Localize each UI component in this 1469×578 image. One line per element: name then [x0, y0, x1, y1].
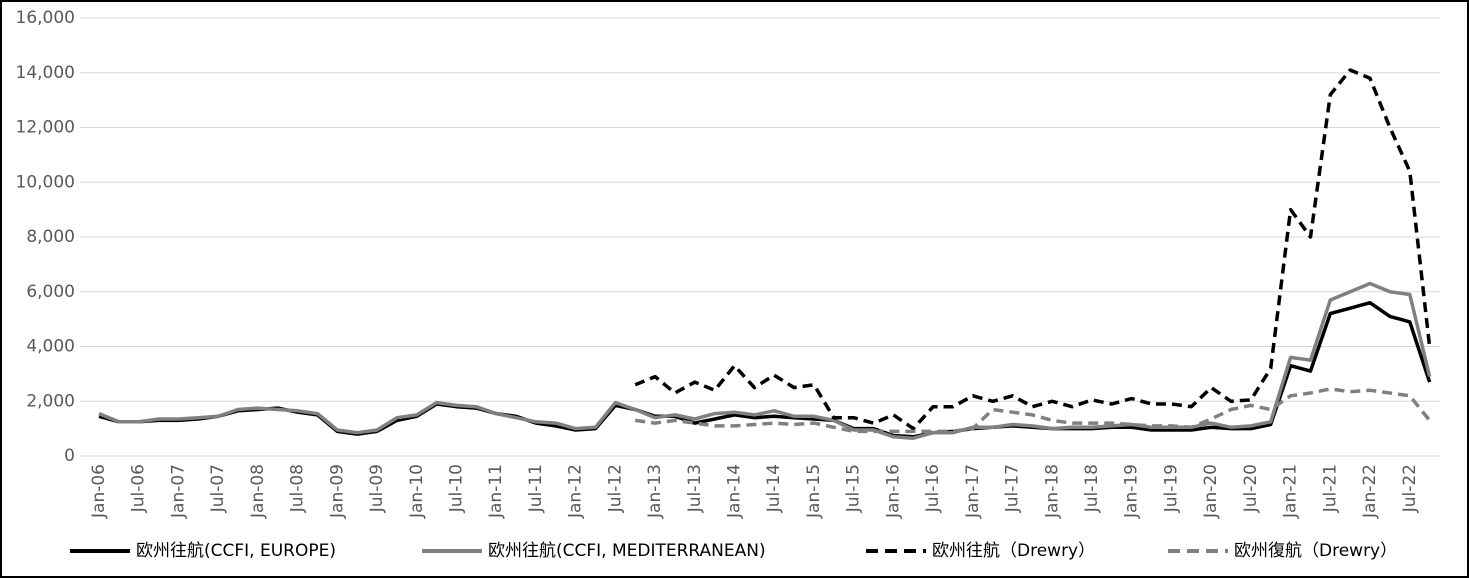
- series-line: [634, 68, 1432, 431]
- x-tick-label: Jan-12: [566, 464, 586, 519]
- legend-label: 欧州往航（Drewry）: [932, 541, 1095, 561]
- x-tick-label: Jul-06: [129, 464, 149, 513]
- legend: 欧州往航(CCFI, EUROPE) 欧州往航(CCFI, MEDITERRANE…: [70, 541, 1397, 561]
- x-tick-label: Jan-19: [1122, 464, 1142, 519]
- series-line: [634, 387, 1431, 434]
- x-tick-label: Jul-17: [1003, 464, 1023, 513]
- x-tick-label: Jan-09: [327, 464, 347, 519]
- x-tick-label: Jul-13: [685, 464, 705, 513]
- x-tick-label: Jan-14: [725, 464, 745, 519]
- x-tick-label: Jul-15: [844, 464, 864, 513]
- x-tick-label: Jul-22: [1400, 464, 1420, 513]
- x-tick-label: Jan-21: [1281, 464, 1301, 519]
- x-tick-label: Jul-16: [923, 464, 943, 513]
- x-tick-label: Jul-19: [1161, 464, 1181, 513]
- legend-label: 欧州往航(CCFI, EUROPE): [136, 541, 336, 561]
- x-tick-label: Jul-09: [367, 464, 387, 513]
- y-tick-label: 16,000: [16, 8, 75, 28]
- y-tick-label: 12,000: [16, 118, 75, 138]
- y-tick-label: 10,000: [16, 172, 75, 192]
- y-tick-label: 4,000: [26, 337, 75, 357]
- legend-label: 欧州往航(CCFI, MEDITERRANEAN): [488, 541, 766, 561]
- x-tick-label: Jul-07: [208, 464, 228, 513]
- x-tick-label: Jul-11: [526, 464, 546, 513]
- x-tick-label: Jan-20: [1201, 464, 1221, 519]
- x-tick-label: Jan-16: [883, 464, 903, 519]
- x-tick-label: Jan-18: [1042, 464, 1062, 519]
- x-tick-label: Jul-21: [1320, 464, 1340, 513]
- x-tick-label: Jan-08: [248, 464, 268, 519]
- x-tick-label: Jan-17: [963, 464, 983, 519]
- x-tick-label: Jul-14: [764, 464, 784, 513]
- y-tick-label: 14,000: [16, 63, 75, 83]
- series-line: [98, 281, 1432, 440]
- x-tick-label: Jul-12: [605, 464, 625, 513]
- x-tick-label: Jul-20: [1241, 464, 1261, 513]
- x-tick-label: Jan-13: [645, 464, 665, 519]
- x-tick-label: Jan-22: [1360, 464, 1380, 519]
- x-tick-label: Jul-08: [288, 464, 308, 513]
- y-tick-label: 8,000: [26, 227, 75, 247]
- y-tick-label: 0: [64, 446, 75, 466]
- x-tick-label: Jul-10: [446, 464, 466, 513]
- legend-label: 欧州復航（Drewry）: [1234, 541, 1397, 561]
- x-tick-label: Jul-18: [1082, 464, 1102, 513]
- y-tick-label: 2,000: [26, 391, 75, 411]
- x-tick-label: Jan-11: [486, 464, 506, 519]
- x-tick-label: Jan-06: [89, 464, 109, 519]
- x-tick-label: Jan-10: [407, 464, 427, 519]
- y-tick-label: 6,000: [26, 282, 75, 302]
- x-tick-label: Jan-07: [168, 464, 188, 519]
- x-tick-label: Jan-15: [804, 464, 824, 519]
